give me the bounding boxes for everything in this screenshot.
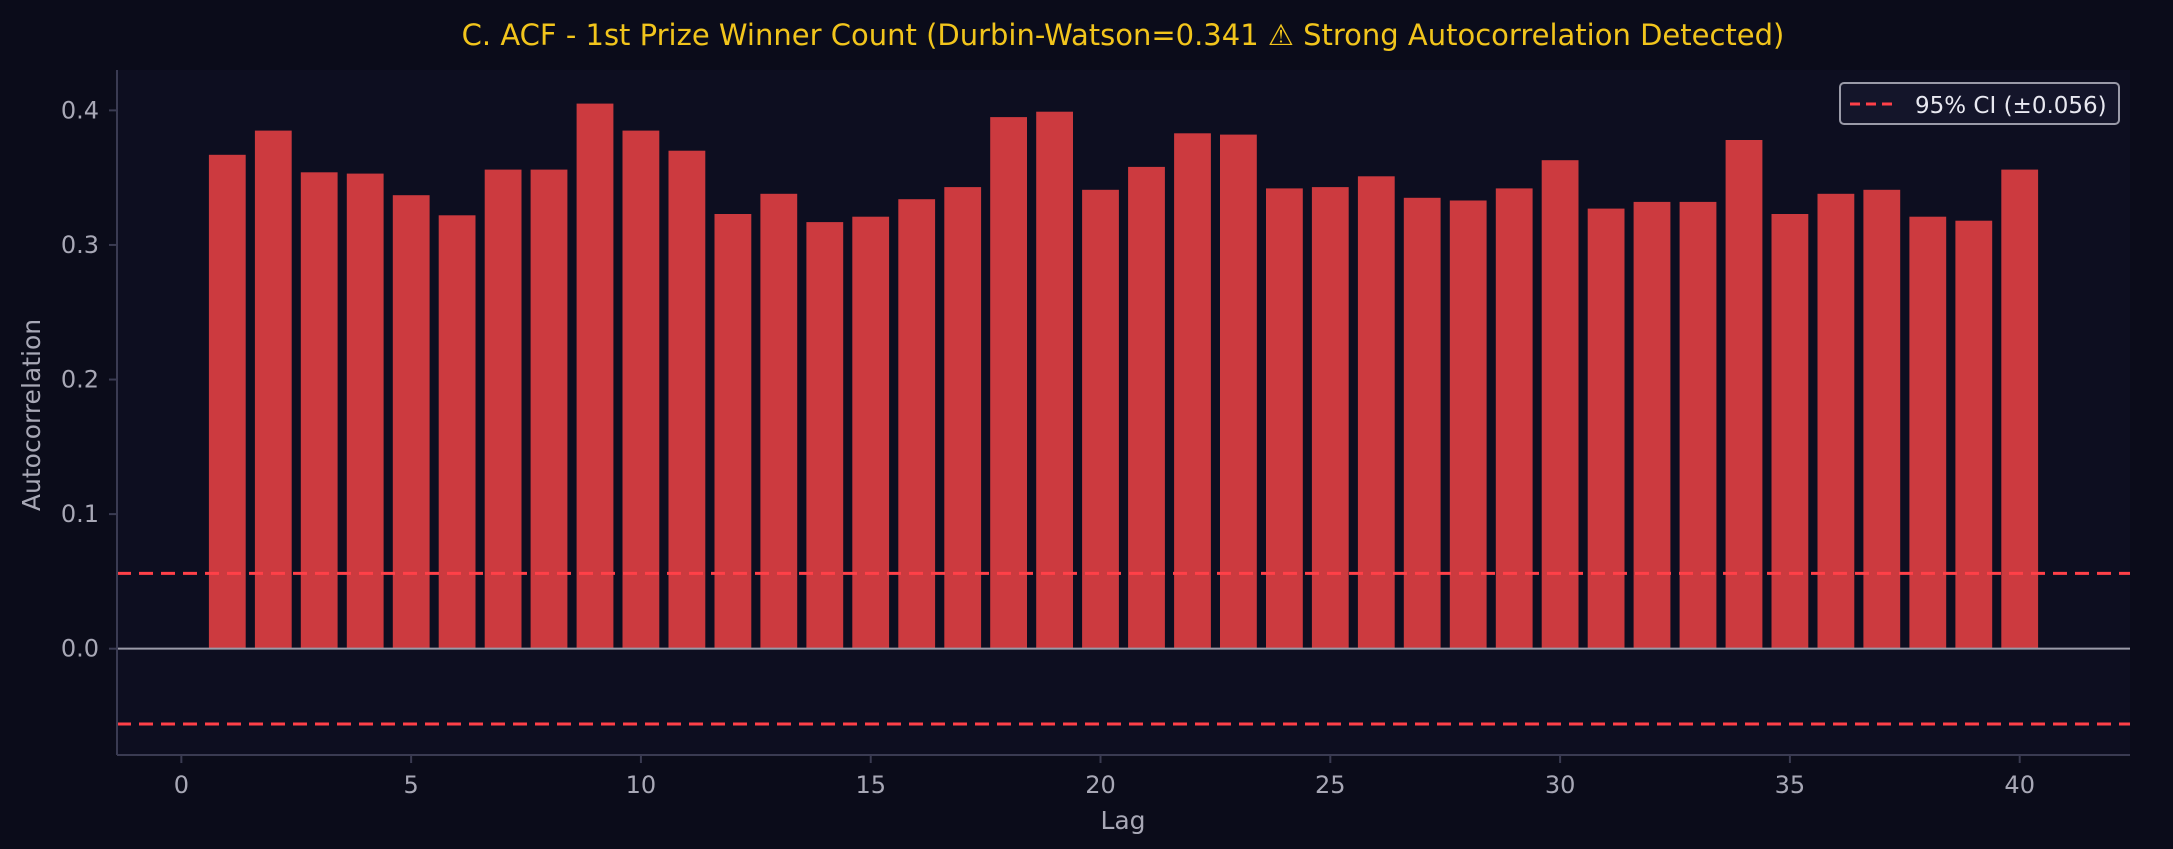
y-tick-label: 0.3 [61,231,99,259]
bar-lag-23 [1220,134,1257,649]
bar-lag-32 [1633,201,1671,649]
x-tick-label: 40 [2004,771,2035,799]
x-tick-label: 0 [174,771,189,799]
y-tick-label: 0.1 [61,500,99,528]
x-tick-label: 20 [1085,771,1116,799]
y-axis-label: Autocorrelation [17,319,46,511]
bar-lag-24 [1266,188,1303,649]
bar-lag-17 [944,187,982,649]
x-ticks-group: 0 5 10 15 20 25 30 35 40 [174,755,2035,799]
bar-lag-34 [1725,140,1763,649]
bar-lag-28 [1449,200,1487,649]
bar-lag-25 [1311,187,1349,649]
x-tick-label: 25 [1315,771,1346,799]
bar-lag-6 [438,215,476,649]
bar-lag-2 [254,130,292,649]
bar-lag-27 [1403,197,1441,649]
x-tick-label: 15 [855,771,886,799]
bar-lag-15 [852,216,890,649]
y-tick-label: 0.0 [61,635,99,663]
bar-lag-30 [1541,160,1579,649]
bar-lag-21 [1128,166,1165,649]
bar-lag-1 [208,154,246,649]
bar-lag-20 [1082,189,1119,649]
bar-lag-22 [1174,133,1211,649]
x-tick-label: 10 [626,771,657,799]
bar-lag-36 [1817,193,1855,649]
y-tick-label: 0.2 [61,366,99,394]
legend-ci-label: 95% CI (±0.056) [1915,93,2107,119]
bar-lag-16 [898,199,936,649]
bar-lag-39 [1955,220,1993,649]
y-ticks-group: 0.0 0.1 0.2 0.3 0.4 [61,96,117,663]
bar-lag-4 [346,173,384,649]
bar-lag-10 [622,130,660,649]
bar-lag-35 [1771,214,1809,649]
x-tick-label: 30 [1545,771,1576,799]
legend-box [1839,82,2120,125]
bar-lag-7 [484,169,522,649]
bar-lag-11 [668,150,706,649]
bar-lag-26 [1357,176,1395,649]
bar-lag-9 [576,103,614,649]
legend: 95% CI (±0.056) [1839,82,2120,125]
bar-lag-37 [1863,189,1901,649]
bar-lag-5 [392,195,430,649]
bar-lag-8 [530,169,568,649]
chart-title: C. ACF - 1st Prize Winner Count (Durbin-… [462,18,1785,52]
bar-lag-31 [1587,208,1625,649]
bar-lag-14 [806,222,844,649]
y-tick-label: 0.4 [61,96,99,124]
bar-lag-29 [1495,188,1533,649]
bar-lag-3 [300,172,338,649]
x-tick-label: 5 [403,771,418,799]
x-tick-label: 35 [1775,771,1806,799]
bars-group [208,103,2039,649]
bar-lag-33 [1679,201,1717,649]
bar-lag-40 [2001,169,2039,649]
bar-lag-12 [714,214,752,649]
bar-lag-13 [760,193,798,649]
x-axis-label: Lag [1100,806,1145,835]
bar-lag-38 [1909,216,1947,649]
bar-lag-18 [990,117,1027,649]
bar-lag-19 [1036,111,1073,649]
